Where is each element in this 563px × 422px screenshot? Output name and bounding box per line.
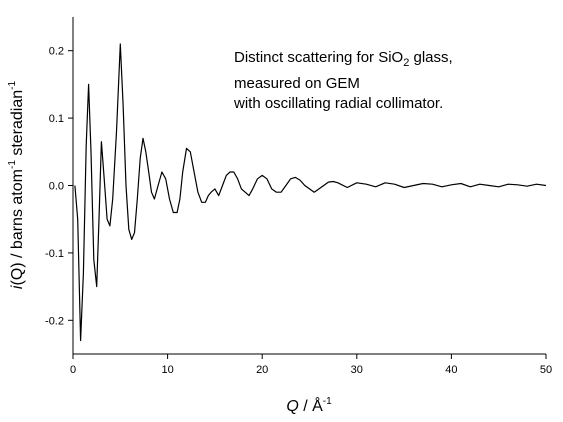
annotation: Distinct scattering for SiO2 glass, meas… (233, 49, 453, 112)
x-tick-label: 30 (351, 364, 363, 376)
x-axis-symbol: Q (286, 398, 298, 415)
annotation-subscript: 2 (403, 57, 409, 69)
annotation-line-1-text: Distinct scattering for SiO (234, 49, 403, 66)
y-axis-exponent-1: -1 (7, 160, 18, 169)
annotation-line-1: Distinct scattering for SiO2 glass, (234, 49, 453, 69)
y-tick-label: -0.2 (45, 315, 64, 327)
y-axis-symbol: i (9, 285, 26, 289)
y-axis-unit-1: (Q) / barns atom (9, 169, 26, 285)
x-axis-unit: / Å (299, 396, 323, 415)
y-tick-label: 0.0 (49, 181, 64, 193)
x-axis-exponent: -1 (323, 396, 332, 407)
x-tick-label: 20 (256, 364, 268, 376)
x-axis-title: Q / Å-1 (286, 396, 332, 415)
y-tick-label: 0.2 (49, 46, 64, 58)
x-tick-label: 10 (161, 364, 173, 376)
x-tick-label: 50 (540, 364, 552, 376)
y-tick-label: -0.1 (45, 248, 64, 260)
y-axis-title: i(Q) / barns atom-1 steradian-1 (7, 81, 26, 290)
x-axis-ticks: 0 10 20 30 40 50 (70, 354, 552, 376)
x-tick-label: 40 (445, 364, 457, 376)
series-line (74, 43, 547, 342)
annotation-line-3: with oscillating radial collimator. (233, 95, 443, 112)
y-axis-exponent-2: -1 (7, 81, 18, 90)
annotation-line-2: measured on GEM (234, 75, 360, 92)
annotation-line-1-end: glass, (409, 49, 452, 66)
y-tick-label: 0.1 (49, 113, 64, 125)
x-tick-label: 0 (70, 364, 76, 376)
y-axis-ticks: -0.2 -0.1 0.0 0.1 0.2 (45, 46, 73, 327)
y-axis-unit-2: steradian (9, 90, 26, 160)
